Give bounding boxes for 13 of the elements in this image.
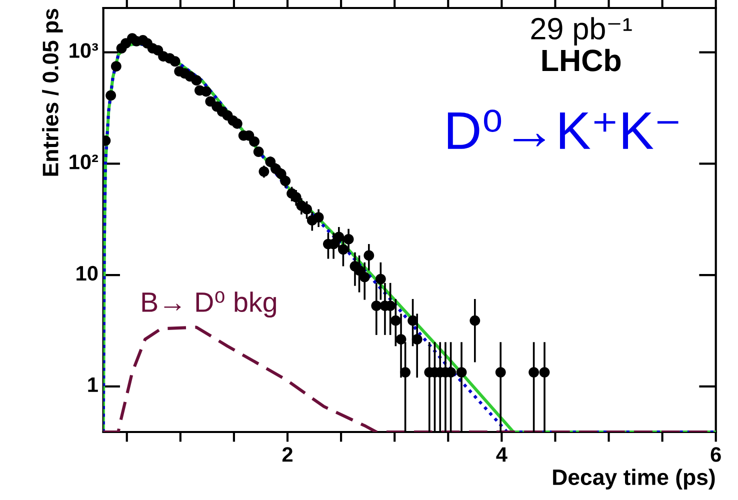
y-tick-label: 10 [76, 266, 98, 281]
x-tick-label: 6 [710, 447, 721, 462]
x-tick-label: 4 [496, 447, 508, 462]
series-label: B→ D⁰ bkg [142, 291, 276, 318]
y-axis-title: Entries / 0.05 ps [42, 8, 63, 176]
x-tick-label: 2 [282, 447, 292, 462]
y-tick-label: 10² [70, 154, 98, 170]
x-axis-title: Decay time (ps) [553, 468, 715, 490]
y-tick-label: 1 [88, 378, 98, 392]
annotation: LHCb [542, 48, 621, 72]
annotation: D⁰→K⁺K⁻ [448, 110, 678, 149]
y-tick-label: 10³ [70, 43, 98, 58]
annotation: 29 pb⁻¹ [531, 17, 632, 46]
